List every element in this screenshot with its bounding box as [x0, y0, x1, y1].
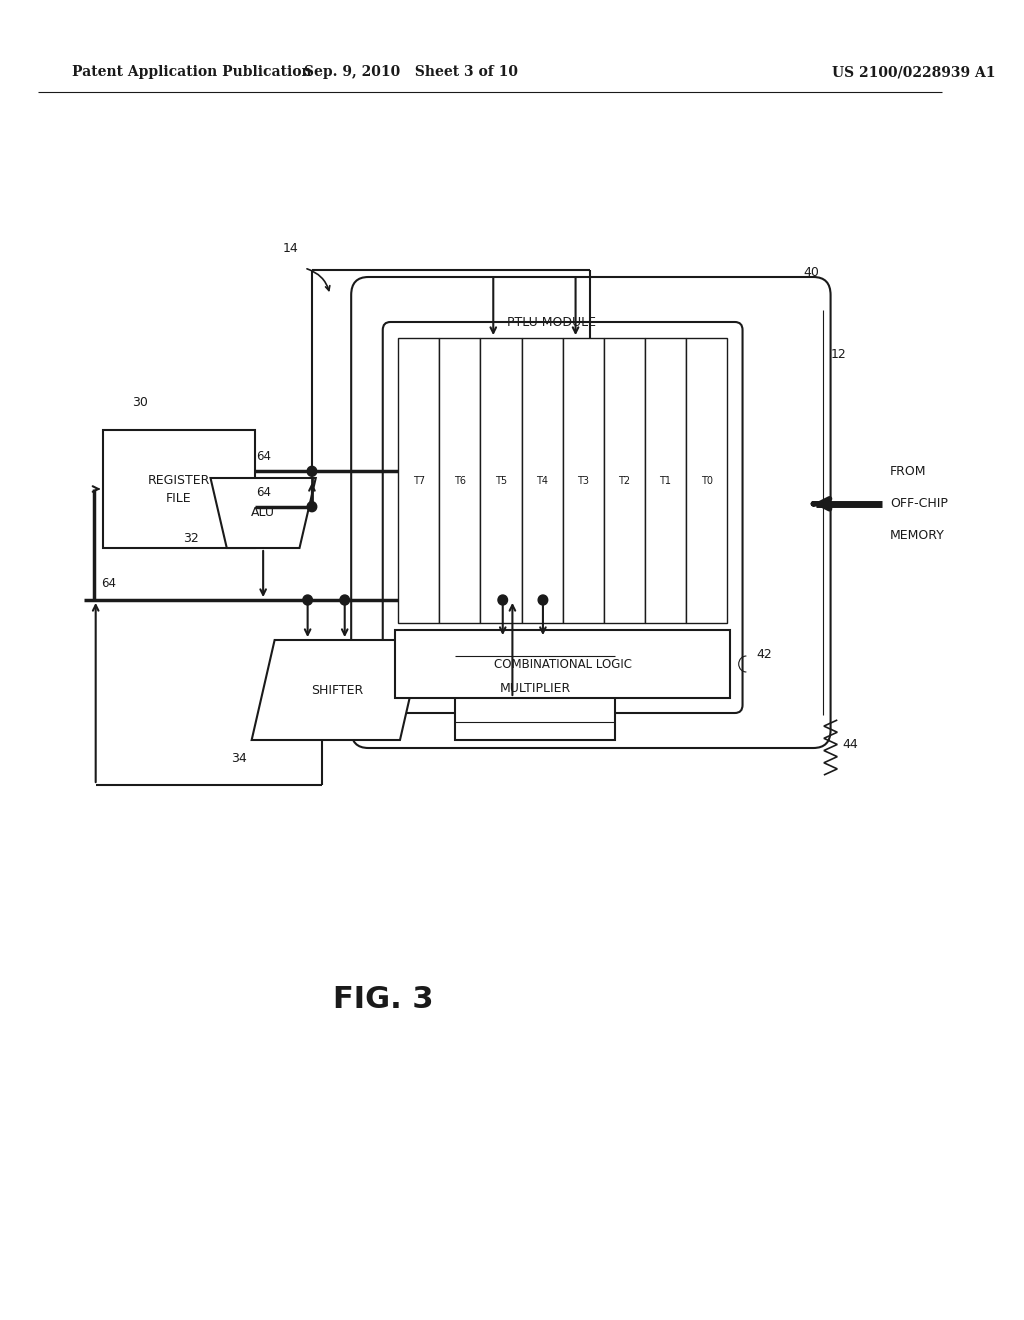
Circle shape: [307, 466, 316, 477]
Bar: [521, 338, 562, 623]
Text: 14: 14: [283, 242, 298, 255]
Circle shape: [539, 595, 548, 605]
Text: T0: T0: [700, 475, 713, 486]
Text: REGISTER
FILE: REGISTER FILE: [147, 474, 210, 504]
Text: Sep. 9, 2010   Sheet 3 of 10: Sep. 9, 2010 Sheet 3 of 10: [304, 65, 518, 79]
Text: FIG. 3: FIG. 3: [333, 986, 433, 1015]
Bar: [645, 338, 686, 623]
Bar: [455, 638, 615, 741]
Circle shape: [498, 595, 508, 605]
Text: 42: 42: [756, 648, 772, 660]
Text: SHIFTER: SHIFTER: [311, 684, 364, 697]
Text: 32: 32: [183, 532, 199, 544]
Text: 64: 64: [256, 450, 271, 463]
Text: 64: 64: [256, 486, 271, 499]
Text: FROM: FROM: [890, 465, 927, 478]
Text: T2: T2: [618, 475, 631, 486]
Bar: [562, 338, 604, 623]
Text: ALU: ALU: [251, 507, 275, 520]
Circle shape: [307, 502, 316, 512]
Circle shape: [303, 595, 312, 605]
Text: PTLU MODULE: PTLU MODULE: [507, 317, 596, 330]
FancyBboxPatch shape: [351, 277, 830, 748]
Text: MEMORY: MEMORY: [890, 529, 945, 543]
Text: T1: T1: [659, 475, 672, 486]
Text: 30: 30: [132, 396, 147, 408]
Text: Patent Application Publication: Patent Application Publication: [72, 65, 311, 79]
Text: T5: T5: [495, 475, 507, 486]
Circle shape: [340, 595, 349, 605]
Text: 40: 40: [804, 267, 819, 280]
Bar: [439, 338, 480, 623]
Text: US 2100/0228939 A1: US 2100/0228939 A1: [833, 65, 996, 79]
Polygon shape: [211, 478, 315, 548]
Text: OFF-CHIP: OFF-CHIP: [890, 498, 948, 511]
Text: T6: T6: [454, 475, 466, 486]
Text: T3: T3: [578, 475, 589, 486]
Bar: [604, 338, 645, 623]
Text: COMBINATIONAL LOGIC: COMBINATIONAL LOGIC: [494, 657, 632, 671]
Bar: [686, 338, 727, 623]
Text: 64: 64: [101, 577, 117, 590]
FancyBboxPatch shape: [383, 322, 742, 713]
Bar: [480, 338, 521, 623]
Bar: [395, 630, 730, 698]
Text: 12: 12: [830, 348, 846, 362]
Text: 34: 34: [231, 751, 247, 764]
Bar: [103, 430, 255, 548]
Text: 44: 44: [842, 738, 858, 751]
Text: T4: T4: [537, 475, 548, 486]
Bar: [398, 338, 439, 623]
Text: 36: 36: [623, 675, 639, 688]
Text: MULTIPLIER: MULTIPLIER: [500, 682, 570, 696]
Text: T7: T7: [413, 475, 425, 486]
Polygon shape: [252, 640, 423, 741]
